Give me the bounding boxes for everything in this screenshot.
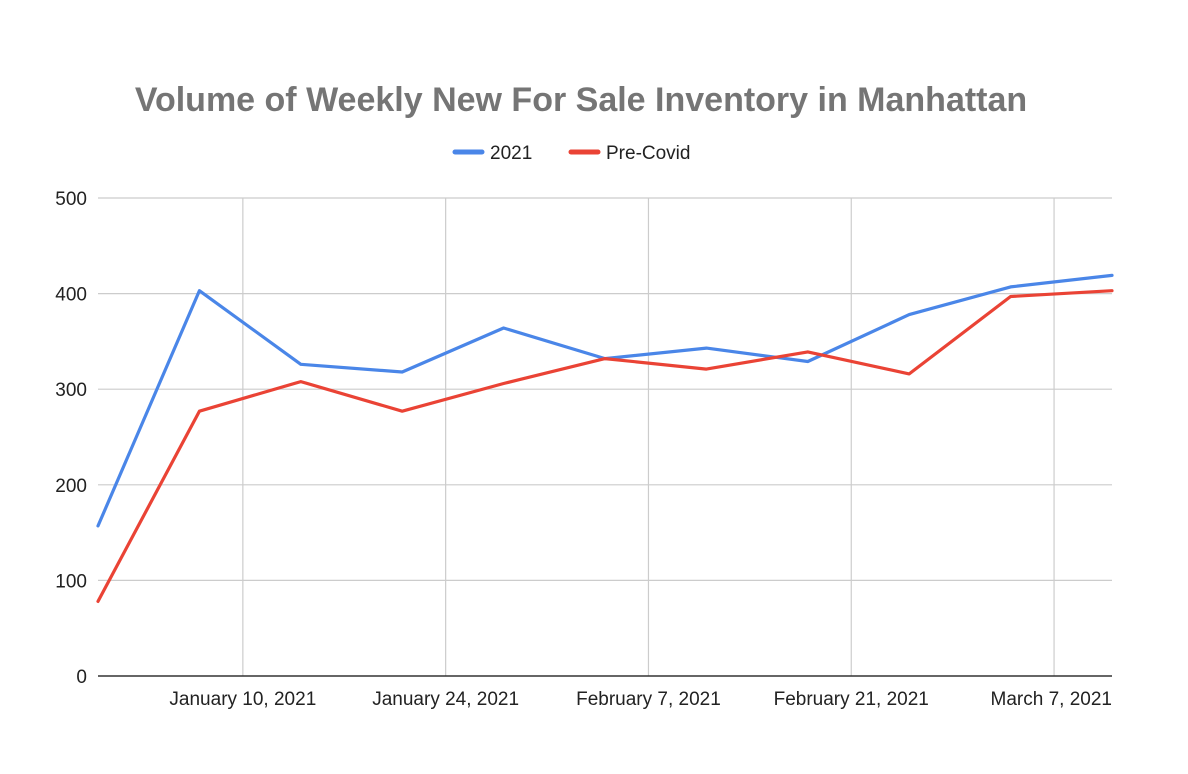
x-tick-label: January 10, 2021 xyxy=(169,689,316,710)
legend: 2021 Pre-Covid xyxy=(452,143,690,164)
legend-label-2021: 2021 xyxy=(490,143,532,164)
y-tick-label: 200 xyxy=(55,476,87,497)
y-tick-label: 100 xyxy=(55,571,87,592)
legend-label-pre-covid: Pre-Covid xyxy=(606,143,690,164)
series-line-2021 xyxy=(96,273,1114,528)
y-tick-label: 300 xyxy=(55,380,87,401)
y-tick-label: 500 xyxy=(55,189,87,210)
x-tick-label: February 21, 2021 xyxy=(774,689,929,710)
legend-item-2021: 2021 xyxy=(452,143,532,164)
axes: 0 100 200 300 400 500 January 10, 2021 January … xyxy=(55,189,1112,710)
grid xyxy=(98,197,1112,676)
x-tick-label: February 7, 2021 xyxy=(576,689,721,710)
y-tick-label: 0 xyxy=(76,667,87,688)
series-line-pre-covid xyxy=(96,289,1114,604)
chart-title: Volume of Weekly New For Sale Inventory … xyxy=(135,81,1027,119)
legend-item-pre-covid: Pre-Covid xyxy=(568,143,690,164)
x-tick-label: January 24, 2021 xyxy=(372,689,519,710)
x-tick-label: March 7, 2021 xyxy=(991,689,1112,710)
series xyxy=(96,273,1114,604)
y-tick-label: 400 xyxy=(55,285,87,306)
